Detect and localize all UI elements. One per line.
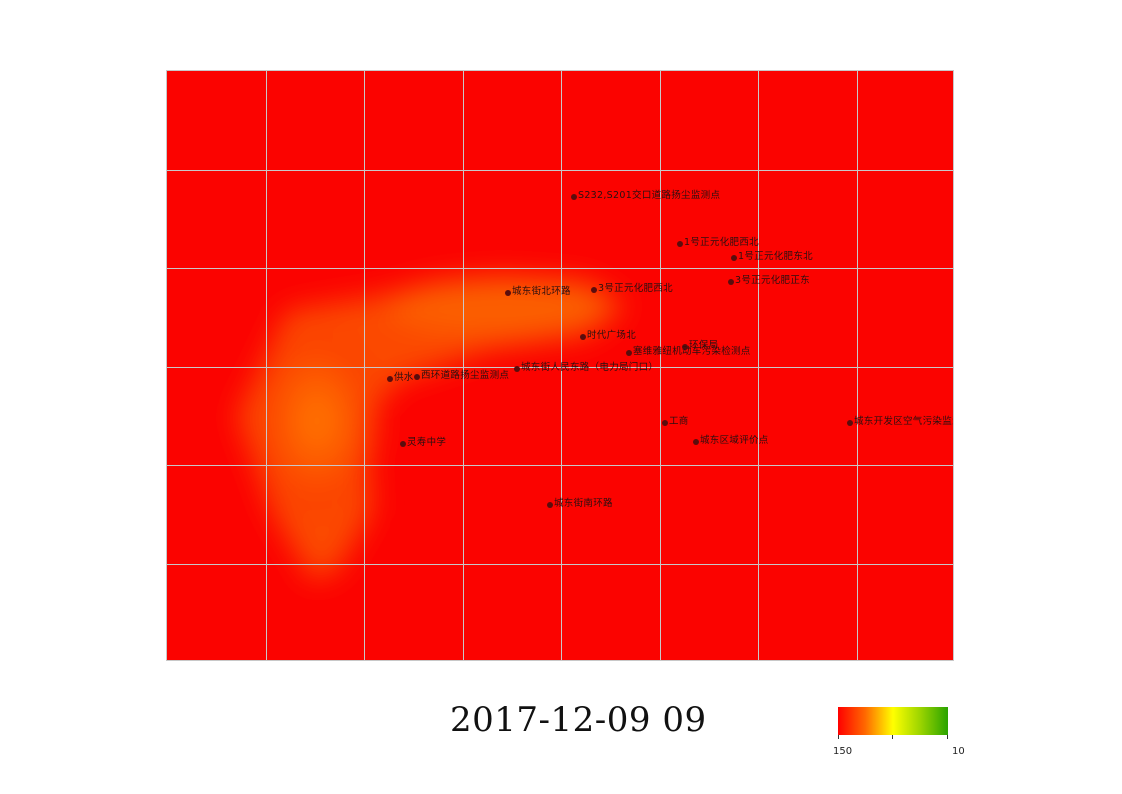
legend-tick xyxy=(947,735,948,739)
station-label: 城东区域评价点 xyxy=(700,435,769,446)
legend-tick xyxy=(838,735,839,739)
station-dot xyxy=(591,287,597,293)
timestamp-title: 2017-12-09 09 xyxy=(450,700,707,740)
station-label: 3号正元化肥西北 xyxy=(598,283,673,294)
station-dot xyxy=(514,366,520,372)
station-label: 1号正元化肥西北 xyxy=(684,237,759,248)
station-dot xyxy=(693,439,699,445)
station-label: 西环道路扬尘监测点 xyxy=(421,370,510,381)
station-dot xyxy=(662,420,668,426)
grid-lines xyxy=(167,71,953,660)
heatmap-layer xyxy=(167,71,953,660)
station-dot xyxy=(571,194,577,200)
station-label: 塞维雅纽机动车污染检测点 xyxy=(633,346,751,357)
legend-tick xyxy=(892,735,893,739)
station-label: 工商 xyxy=(669,416,689,427)
station-label: 1号正元化肥东北 xyxy=(738,251,813,262)
legend-min-label: 150 xyxy=(833,746,853,757)
station-dot xyxy=(400,441,406,447)
station-label: 3号正元化肥正东 xyxy=(735,275,810,286)
station-label: 灵寿中学 xyxy=(407,437,447,448)
station-label: 城东街南环路 xyxy=(554,498,613,509)
station-dot xyxy=(387,376,393,382)
station-dot xyxy=(580,334,586,340)
station-dot xyxy=(677,241,683,247)
station-label: 供水 xyxy=(394,372,414,383)
station-dot xyxy=(547,502,553,508)
station-label: 城东街北环路 xyxy=(512,286,571,297)
station-dot xyxy=(505,290,511,296)
station-label: 城东街人民东路（电力局门口） xyxy=(521,362,659,373)
legend-ticks xyxy=(838,735,948,739)
legend-max-label: 10 xyxy=(952,746,965,757)
station-dot xyxy=(731,255,737,261)
station-dot xyxy=(847,420,853,426)
station-dot xyxy=(682,344,688,350)
station-label: 时代广场北 xyxy=(587,330,637,341)
station-dot xyxy=(414,374,420,380)
station-dot xyxy=(626,350,632,356)
station-dot xyxy=(728,279,734,285)
pollution-plume xyxy=(237,276,627,581)
color-scale-legend xyxy=(838,707,948,735)
station-label: 城东开发区空气污染监测点 xyxy=(854,416,953,427)
pollution-map: S232,S201交口道路扬尘监测点 1号正元化肥西北 1号正元化肥东北 城东街… xyxy=(166,70,954,661)
station-label: 环保局 xyxy=(689,340,719,351)
station-label: S232,S201交口道路扬尘监测点 xyxy=(578,190,721,201)
